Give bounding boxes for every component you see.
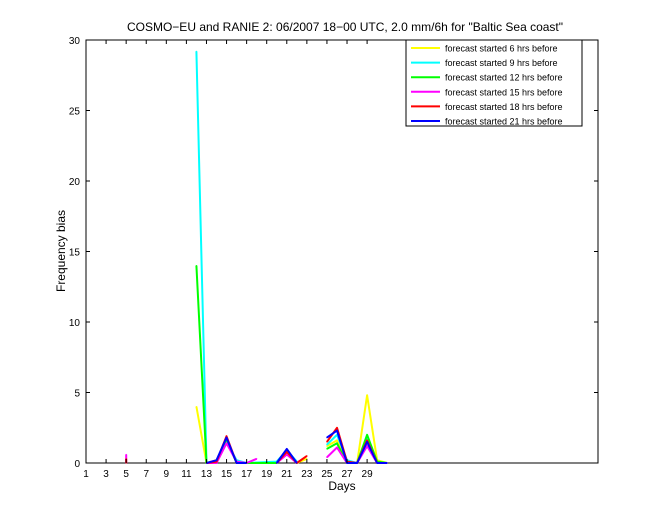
data-point: [366, 439, 368, 441]
data-point: [286, 451, 288, 453]
data-point: [225, 442, 228, 444]
data-point: [356, 462, 358, 464]
data-point: [386, 462, 388, 464]
data-point: [236, 462, 238, 464]
legend-item-3: forecast started 12 hrs before: [411, 73, 563, 83]
data-point: [286, 453, 288, 456]
y-tick-label: 0: [74, 459, 80, 470]
legend-item-4: forecast started 15 hrs before: [411, 87, 563, 97]
legend-item-1: forecast started 6 hrs before: [411, 44, 558, 54]
data-point: [336, 446, 338, 449]
data-point: [376, 462, 378, 464]
y-tick-label: 30: [69, 36, 81, 47]
chart-title: COSMO−EU and RANIE 2: 06/2007 18−00 UTC,…: [127, 20, 563, 34]
data-point: [225, 435, 228, 437]
legend-label: forecast started 21 hrs before: [445, 117, 563, 127]
x-tick-label: 7: [143, 469, 149, 480]
x-tick-label: 27: [341, 469, 353, 480]
data-point: [215, 459, 218, 461]
data-point: [336, 439, 338, 441]
data-point: [336, 430, 338, 432]
legend-item-2: forecast started 9 hrs before: [411, 58, 558, 68]
x-tick-label: 15: [221, 469, 233, 480]
x-tick-label: 9: [164, 469, 170, 480]
data-point: [326, 456, 328, 458]
data-point: [366, 394, 368, 396]
y-tick-label: 10: [69, 318, 81, 329]
legend-item-6: forecast started 21 hrs before: [411, 117, 563, 127]
data-point: [326, 445, 328, 447]
data-point: [286, 448, 288, 450]
legend-item-5: forecast started 18 hrs before: [411, 102, 563, 112]
data-point: [125, 453, 127, 456]
data-point: [326, 444, 328, 446]
data-point: [326, 441, 328, 443]
data-point: [195, 406, 197, 408]
legend-label: forecast started 9 hrs before: [445, 58, 558, 68]
x-tick-label: 23: [301, 469, 313, 480]
data-point: [195, 265, 197, 267]
y-tick-label: 20: [69, 177, 81, 188]
data-point: [366, 441, 368, 443]
data-point: [215, 462, 218, 464]
legend-label: forecast started 15 hrs before: [445, 87, 563, 97]
x-tick-label: 13: [201, 469, 213, 480]
x-tick-label: 25: [321, 469, 333, 480]
x-tick-label: 11: [181, 469, 192, 480]
data-point: [326, 448, 328, 450]
data-point: [276, 462, 278, 464]
y-tick-label: 25: [69, 107, 81, 118]
series-line-6: [205, 429, 388, 464]
y-tick-label: 15: [69, 248, 81, 259]
x-tick-label: 19: [261, 469, 273, 480]
x-tick-label: 1: [83, 469, 89, 480]
x-tick-label: 5: [123, 469, 129, 480]
data-point: [336, 427, 338, 429]
legend-box: [405, 39, 583, 127]
x-tick-label: 29: [362, 469, 374, 480]
data-point: [296, 462, 298, 464]
legend: forecast started 6 hrs before forecast st…: [405, 39, 583, 127]
x-tick-label: 21: [281, 469, 293, 480]
data-point: [366, 434, 368, 436]
legend-label: forecast started 18 hrs before: [445, 102, 563, 112]
legend-label: forecast started 6 hrs before: [445, 44, 558, 54]
data-point: [195, 50, 197, 52]
data-point: [225, 437, 228, 439]
data-point: [366, 445, 368, 447]
x-axis-label: Days: [328, 479, 355, 493]
data-point: [326, 437, 328, 439]
data-point: [256, 458, 258, 460]
y-axis-label: Frequency bias: [54, 210, 68, 292]
data-point: [306, 455, 308, 457]
y-tick-label: 5: [74, 389, 80, 400]
legend-label: forecast started 12 hrs before: [445, 73, 563, 83]
x-tick-label: 3: [103, 469, 109, 480]
x-tick-label: 17: [241, 469, 253, 480]
data-point: [336, 442, 338, 444]
